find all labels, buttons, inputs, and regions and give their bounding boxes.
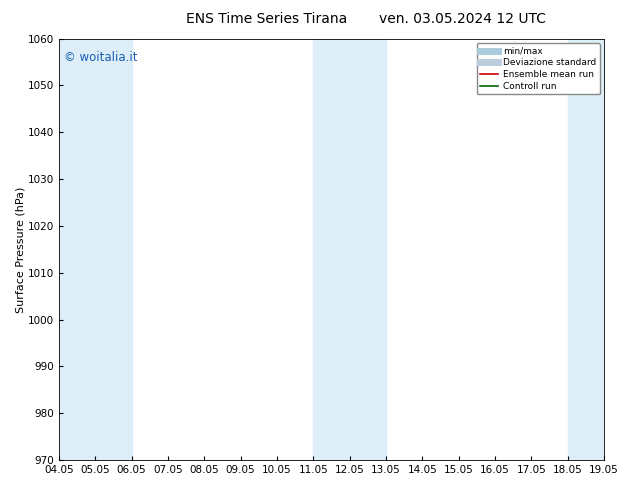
Legend: min/max, Deviazione standard, Ensemble mean run, Controll run: min/max, Deviazione standard, Ensemble m… bbox=[477, 43, 600, 95]
Bar bbox=[59, 39, 132, 460]
Text: ENS Time Series Tirana: ENS Time Series Tirana bbox=[186, 12, 347, 26]
Text: © woitalia.it: © woitalia.it bbox=[64, 51, 138, 64]
Bar bbox=[568, 39, 604, 460]
Bar bbox=[313, 39, 386, 460]
Text: ven. 03.05.2024 12 UTC: ven. 03.05.2024 12 UTC bbox=[379, 12, 547, 26]
Y-axis label: Surface Pressure (hPa): Surface Pressure (hPa) bbox=[15, 186, 25, 313]
